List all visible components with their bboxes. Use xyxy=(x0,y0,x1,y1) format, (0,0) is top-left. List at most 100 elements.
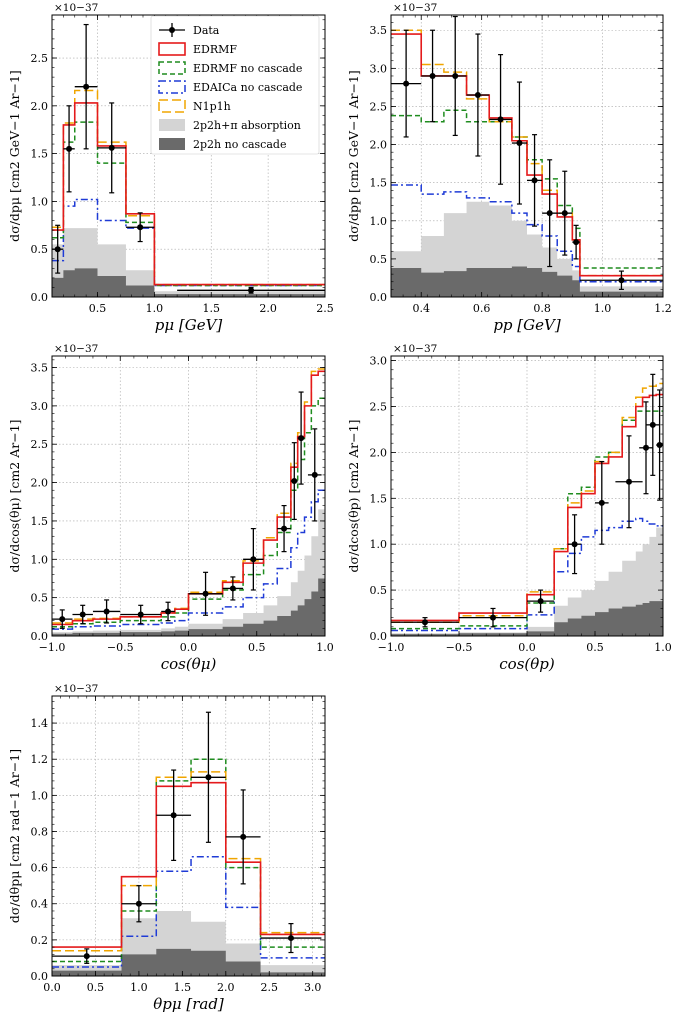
x-tick-label: −1.0 xyxy=(378,641,405,654)
x-tick-label: 0.5 xyxy=(586,641,604,654)
x-tick-label: −0.5 xyxy=(446,641,473,654)
x-tick-label: 0.5 xyxy=(248,641,266,654)
data-marker xyxy=(248,287,255,294)
fill-2p2h-no-cascade xyxy=(52,268,325,297)
x-tick-label: −0.5 xyxy=(107,641,134,654)
y-tick-label: 1.5 xyxy=(31,148,49,161)
data-point xyxy=(391,617,459,628)
x-tick-label: 1.5 xyxy=(203,302,221,315)
legend-label: 2p2h no cascade xyxy=(193,138,286,151)
x-tick-label: 2.5 xyxy=(260,981,278,994)
legend-frame xyxy=(150,15,320,155)
data-marker xyxy=(626,478,632,485)
scale-label: ×10−37 xyxy=(54,343,98,355)
x-tick-label: 0.4 xyxy=(412,302,430,315)
data-point xyxy=(466,33,490,157)
data-point xyxy=(615,435,643,529)
panel-cosmu: −1.0 −0.5 0.0 0.5 1.0 0.0 0.5 1.0 1.5 2.0 2.5 3.0 3.… xyxy=(7,343,334,673)
panel-pp: 0.4 0.6 0.8 1.0 1.2 0.0 0.5 1.0 1.5 2.0 2.5 3.0 3.5 ×… xyxy=(346,2,672,334)
data-point xyxy=(63,105,75,193)
data-point xyxy=(243,528,264,591)
y-tick-label: 2.5 xyxy=(370,400,388,413)
data-point xyxy=(391,29,422,138)
legend: Data EDRMF EDRMF no cascade EDAICa no casca… xyxy=(150,15,320,155)
data-marker xyxy=(137,224,144,231)
data-marker xyxy=(240,833,247,840)
legend-entry-abs: 2p2h+π absorption xyxy=(159,119,301,132)
data-point xyxy=(92,599,121,624)
data-point xyxy=(97,102,126,194)
data-point xyxy=(260,923,322,954)
data-point xyxy=(52,609,73,629)
data-point xyxy=(443,15,467,137)
scale-label: ×10−37 xyxy=(393,343,437,355)
data-point xyxy=(188,571,223,616)
x-tick-label: 1.0 xyxy=(594,302,612,315)
data-marker xyxy=(490,614,496,621)
y-axis-label: dσ/dcos(θμ) [cm2 Ar−1] xyxy=(7,419,22,572)
data-marker xyxy=(250,556,257,563)
y-tick-label: 0.8 xyxy=(31,825,49,838)
fill-2p2h-pi-absorption xyxy=(52,910,325,976)
y-tick-label: 1.0 xyxy=(31,195,49,208)
y-tick-label: 0.0 xyxy=(31,630,49,643)
x-axis-label: θpμ [rad] xyxy=(153,995,224,1013)
y-tick-label: 1.5 xyxy=(370,177,388,190)
data-point xyxy=(225,789,261,885)
y-tick-label: 0.0 xyxy=(31,970,49,983)
y-tick-label: 1.0 xyxy=(31,789,49,802)
data-marker xyxy=(83,953,90,960)
x-tick-label: 1.2 xyxy=(654,302,672,315)
data-point xyxy=(579,270,663,290)
data-marker xyxy=(656,442,663,449)
y-tick-label: 2.5 xyxy=(31,438,49,451)
x-tick-label: 2.0 xyxy=(259,302,277,315)
data-point xyxy=(177,286,325,294)
legend-swatch xyxy=(158,61,186,75)
y-axis-label: dσ/dpμ [cm2 GeV−1 Ar−1] xyxy=(7,70,22,242)
legend-data-marker xyxy=(169,27,175,33)
panel-cosp: −1.0 −0.5 0.0 0.5 1.0 0.0 0.5 1.0 1.5 2.0 2.5 3.0 ×1… xyxy=(346,343,672,673)
legend-label: EDRMF xyxy=(193,43,237,56)
data-point xyxy=(511,81,527,205)
step-edaica-nc xyxy=(391,184,663,283)
data-marker xyxy=(83,83,90,90)
legend-label: EDRMF no cascade xyxy=(193,62,302,75)
data-point xyxy=(72,604,93,625)
data-marker xyxy=(205,774,212,781)
step-edrmf xyxy=(52,102,325,286)
y-tick-label: 0.5 xyxy=(31,243,49,256)
data-point xyxy=(646,373,660,476)
data-point xyxy=(222,576,244,601)
y-tick-label: 0.0 xyxy=(31,291,49,304)
y-axis-label: dσ/dθpμ [cm2 rad−1 Ar−1] xyxy=(7,749,22,923)
x-tick-label: 0.8 xyxy=(533,302,551,315)
fill-2p2h-pi-absorption xyxy=(391,527,663,636)
x-tick-label: 2.0 xyxy=(217,981,235,994)
y-tick-label: 1.2 xyxy=(31,753,49,766)
data-marker xyxy=(649,421,656,428)
legend-swatch xyxy=(159,119,185,131)
data-point xyxy=(572,224,580,260)
y-tick-label: 1.0 xyxy=(370,538,388,551)
y-axis-label: dσ/dpp [cm2 GeV−1 Ar−1] xyxy=(346,70,361,242)
data-marker xyxy=(452,72,459,79)
legend-swatch xyxy=(158,42,186,56)
x-axis-label: cos(θp) xyxy=(499,655,555,673)
data-marker xyxy=(165,608,172,615)
fill-2p2h-no-cascade xyxy=(391,601,663,636)
y-tick-label: 0.5 xyxy=(370,584,388,597)
plot-area xyxy=(52,696,325,976)
y-tick-label: 1.5 xyxy=(31,515,49,528)
x-axis-label: pμ [GeV] xyxy=(155,316,223,334)
x-tick-label: 0.0 xyxy=(518,641,536,654)
y-tick-label: 0.0 xyxy=(370,291,388,304)
y-tick-label: 2.0 xyxy=(370,446,388,459)
legend-label: 2p2h+π absorption xyxy=(193,119,301,132)
data-point xyxy=(297,391,305,485)
data-point xyxy=(639,401,653,495)
data-point xyxy=(527,134,543,227)
data-point xyxy=(595,460,609,545)
step-edrmf xyxy=(52,781,325,948)
data-marker xyxy=(561,210,568,217)
